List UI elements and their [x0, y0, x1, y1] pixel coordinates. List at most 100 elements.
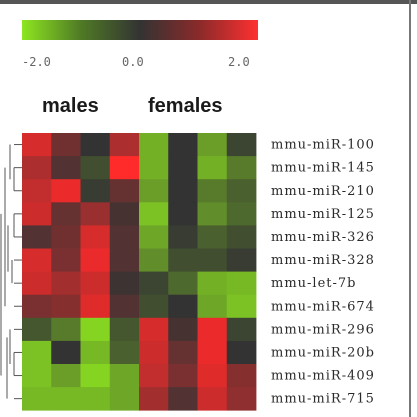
- row-label: mmu-miR-409: [271, 369, 375, 384]
- heatmap-cell: [197, 294, 228, 319]
- heatmap-cell: [139, 133, 169, 157]
- heatmap-cell: [51, 271, 81, 296]
- heatmap-cell: [168, 202, 198, 226]
- heatmap-cell: [139, 179, 169, 203]
- heatmap-cells: [22, 133, 257, 411]
- heatmap-cell: [22, 364, 52, 388]
- row-label: mmu-miR-100: [271, 138, 375, 153]
- top-border: [0, 0, 417, 4]
- heatmap-cell: [80, 317, 111, 342]
- heatmap-cell: [22, 225, 52, 249]
- heatmap-cell: [80, 156, 111, 180]
- heatmap-cell: [109, 156, 140, 180]
- heatmap-cell: [139, 387, 169, 411]
- heatmap-cell: [226, 364, 257, 388]
- heatmap-cell: [139, 340, 169, 365]
- heatmap-cell: [139, 317, 169, 342]
- heatmap-cell: [109, 133, 140, 157]
- heatmap-cell: [168, 133, 198, 157]
- heatmap-cell: [22, 179, 52, 203]
- heatmap-cell: [109, 340, 140, 365]
- heatmap-cell: [226, 271, 257, 296]
- scale-tick-mid: 0.0: [122, 55, 144, 69]
- heatmap-cell: [80, 271, 111, 296]
- heatmap-cell: [139, 294, 169, 319]
- heatmap-cell: [139, 156, 169, 180]
- heatmap-cell: [80, 364, 111, 388]
- heatmap-cell: [197, 225, 228, 249]
- heatmap-cell: [197, 364, 228, 388]
- heatmap-cell: [139, 271, 169, 296]
- heatmap-cell: [22, 271, 52, 296]
- right-border: [409, 0, 411, 417]
- heatmap-cell: [109, 179, 140, 203]
- row-label: mmu-miR-125: [271, 207, 375, 222]
- heatmap-cell: [197, 179, 228, 203]
- row-label: mmu-miR-296: [271, 322, 375, 337]
- heatmap-cell: [168, 364, 198, 388]
- heatmap-cell: [109, 225, 140, 249]
- heatmap-cell: [22, 317, 52, 342]
- heatmap-cell: [197, 340, 228, 365]
- row-label: mmu-miR-674: [271, 299, 375, 314]
- row-label: mmu-miR-210: [271, 184, 375, 199]
- heatmap-cell: [109, 248, 140, 272]
- heatmap-cell: [226, 317, 257, 342]
- heatmap-cell: [51, 179, 81, 203]
- heatmap-cell: [22, 133, 52, 157]
- heatmap-cell: [109, 294, 140, 319]
- heatmap-cell: [22, 294, 52, 319]
- heatmap-cell: [226, 202, 257, 226]
- heatmap-cell: [109, 364, 140, 388]
- heatmap-cell: [51, 294, 81, 319]
- heatmap-cell: [226, 156, 257, 180]
- heatmap-cell: [139, 248, 169, 272]
- heatmap-cell: [168, 156, 198, 180]
- heatmap-cell: [226, 294, 257, 319]
- row-label: mmu-miR-20b: [271, 345, 375, 360]
- heatmap-cell: [22, 340, 52, 365]
- heatmap-cell: [80, 202, 111, 226]
- row-label: mmu-miR-326: [271, 230, 375, 245]
- heatmap-cell: [197, 317, 228, 342]
- heatmap-cell: [168, 225, 198, 249]
- row-label: mmu-miR-715: [271, 392, 375, 407]
- heatmap-cell: [226, 225, 257, 249]
- heatmap-cell: [80, 225, 111, 249]
- heatmap-cell: [139, 364, 169, 388]
- heatmap-cell: [226, 340, 257, 365]
- heatmap-cell: [51, 364, 81, 388]
- heatmap-cell: [22, 387, 52, 411]
- heatmap-cell: [51, 248, 81, 272]
- row-label: mmu-miR-145: [271, 161, 375, 176]
- heatmap-cell: [80, 294, 111, 319]
- heatmap-cell: [80, 179, 111, 203]
- color-scale-bar: [22, 20, 258, 40]
- heatmap-cell: [109, 387, 140, 411]
- heatmap-cell: [168, 248, 198, 272]
- heatmap-cell: [80, 340, 111, 365]
- heatmap-cell: [197, 156, 228, 180]
- heatmap-cell: [80, 248, 111, 272]
- heatmap-cell: [109, 271, 140, 296]
- heatmap-cell: [109, 317, 140, 342]
- heatmap-cell: [139, 225, 169, 249]
- row-label: mmu-let-7b: [271, 276, 356, 291]
- heatmap-cell: [197, 271, 228, 296]
- heatmap-cell: [226, 133, 257, 157]
- heatmap-cell: [226, 248, 257, 272]
- heatmap-cell: [51, 225, 81, 249]
- heatmap-cell: [80, 133, 111, 157]
- heatmap-cell: [168, 340, 198, 365]
- heatmap-cell: [139, 202, 169, 226]
- heatmap-cell: [168, 387, 198, 411]
- row-labels: mmu-miR-100 mmu-miR-145 mmu-miR-210 mmu-miR…: [271, 138, 375, 407]
- heatmap-cell: [168, 271, 198, 296]
- heatmap-cell: [226, 387, 257, 411]
- heatmap-cell: [197, 248, 228, 272]
- heatmap-cell: [51, 317, 81, 342]
- heatmap-cell: [22, 248, 52, 272]
- heatmap-cell: [168, 317, 198, 342]
